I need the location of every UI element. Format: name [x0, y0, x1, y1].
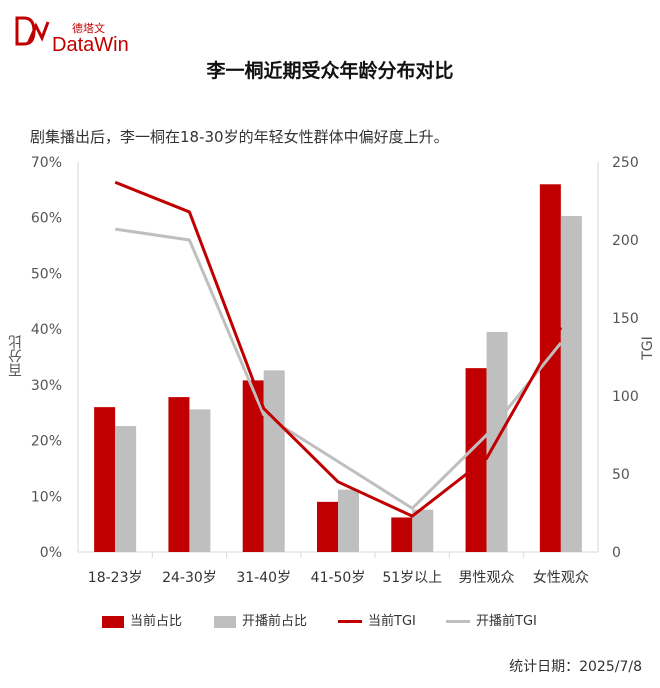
- bar: [412, 509, 434, 552]
- bar: [94, 407, 116, 552]
- y-tick-label-right: 0: [612, 545, 621, 561]
- y-tick-label-right: 250: [612, 155, 639, 171]
- x-tick-label: 41-50岁: [311, 570, 366, 586]
- bar: [560, 216, 582, 552]
- legend-swatch: [214, 615, 236, 628]
- bar: [115, 426, 137, 552]
- x-tick-label: 24-30岁: [162, 570, 217, 586]
- y-tick-label-left: 0%: [40, 545, 62, 561]
- legend-item-prebroadcast-share: 开播前占比: [214, 610, 307, 629]
- chart-canvas: 0% 10% 20% 30% 40% 50% 60% 70% 0 50 100 150 200 250 18…: [31, 155, 639, 586]
- series-line: [114, 180, 563, 518]
- x-tick-label: 51岁以上: [382, 570, 442, 586]
- x-tick-label: 女性观众: [533, 569, 589, 586]
- legend-swatch: [338, 620, 362, 623]
- legend: 当前占比 开播前占比 当前TGI 开播前TGI: [0, 610, 660, 630]
- x-tick-label: 18-23岁: [88, 570, 143, 586]
- y-tick-label-left: 20%: [31, 434, 62, 450]
- bar: [189, 409, 211, 552]
- y-tick-label-left: 70%: [31, 155, 62, 171]
- y-tick-label-left: 30%: [31, 378, 62, 394]
- bar: [317, 501, 338, 552]
- y-tick-label-left: 10%: [31, 489, 62, 505]
- bar: [242, 380, 264, 552]
- bar: [539, 184, 561, 552]
- chart-title: 李一桐近期受众年龄分布对比: [206, 60, 454, 82]
- bar: [168, 397, 190, 552]
- y-tick-label-right: 200: [612, 233, 639, 249]
- brand-logo: 德塔文 DataWin: [14, 10, 154, 56]
- legend-item-current-tgi: 当前TGI: [338, 610, 416, 629]
- brand-cn: 德塔文: [72, 22, 105, 35]
- legend-item-current-share: 当前占比: [102, 610, 182, 629]
- series-line: [114, 227, 563, 510]
- y-tick-label-right: 50: [612, 467, 630, 483]
- y-tick-label-left: 40%: [31, 322, 62, 338]
- x-tick-label: 31-40岁: [236, 570, 291, 586]
- y-tick-label-left: 50%: [31, 266, 62, 282]
- datawin-logo-icon: [15, 16, 50, 46]
- y-tick-label-left: 60%: [31, 211, 62, 227]
- bar: [391, 517, 413, 552]
- chart-subtitle: 剧集播出后，李一桐在18-30岁的年轻女性群体中偏好度上升。: [30, 128, 449, 146]
- bar: [263, 370, 285, 552]
- brand-en: DataWin: [52, 34, 129, 56]
- legend-item-prebroadcast-tgi: 开播前TGI: [446, 610, 537, 629]
- y-tick-label-right: 100: [612, 389, 639, 405]
- bar: [338, 489, 359, 552]
- legend-swatch: [446, 620, 470, 623]
- x-tick-label: 男性观众: [459, 570, 515, 586]
- bar: [465, 368, 487, 552]
- y-tick-label-right: 150: [612, 311, 639, 327]
- legend-swatch: [102, 615, 124, 628]
- stat-date: 统计日期：2025/7/8: [509, 659, 642, 675]
